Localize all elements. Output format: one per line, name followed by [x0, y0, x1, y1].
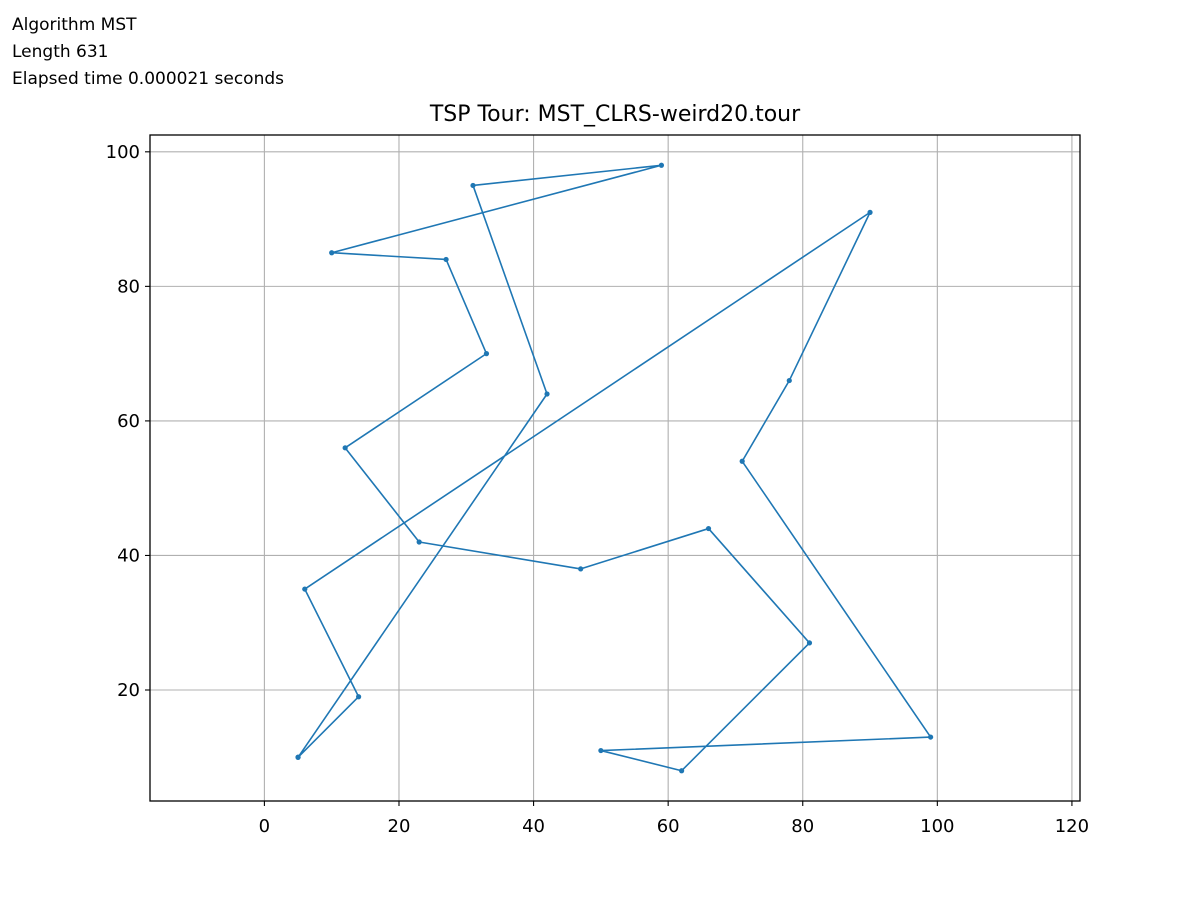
city-point: [329, 250, 335, 256]
plot-area: [295, 162, 934, 774]
city-point: [578, 566, 584, 572]
city-point: [483, 351, 490, 357]
x-tick-label: 40: [522, 816, 545, 837]
y-tick-label: 80: [117, 276, 140, 297]
city-point: [806, 640, 813, 646]
plot-frame: [149, 134, 1081, 802]
x-tick-label: 100: [920, 816, 954, 837]
x-tick-label: 60: [657, 816, 680, 837]
city-point: [544, 391, 550, 397]
x-tick-label: 0: [259, 816, 270, 837]
city-point: [443, 256, 449, 263]
city-point: [786, 377, 792, 384]
city-point: [739, 458, 745, 464]
tour-length-label: Length 631: [12, 42, 109, 62]
y-tick-label: 40: [117, 545, 140, 566]
grid: [150, 135, 1080, 801]
city-point: [295, 754, 301, 760]
algorithm-label: Algorithm MST: [12, 15, 137, 35]
city-point: [705, 525, 712, 532]
city-point: [356, 694, 362, 700]
city-point: [302, 586, 308, 592]
city-point: [679, 768, 685, 774]
city-point: [867, 209, 873, 215]
city-point: [658, 162, 665, 168]
city-point: [342, 445, 348, 451]
x-tick-label: 80: [791, 816, 814, 837]
chart-title: TSP Tour: MST_CLRS-weird20.tour: [429, 102, 801, 127]
axes-ticks: 0 20 40 60 80 100 120 20 40 60 80 100: [106, 142, 1089, 837]
tour-path: [297, 164, 932, 772]
y-tick-label: 60: [117, 411, 140, 432]
y-tick-label: 100: [106, 142, 140, 163]
x-tick-label: 20: [388, 816, 411, 837]
elapsed-time-label: Elapsed time 0.000021 seconds: [12, 69, 284, 89]
y-tick-label: 20: [117, 680, 140, 701]
city-point: [928, 734, 934, 740]
city-point: [416, 539, 422, 545]
city-point: [598, 747, 604, 754]
x-tick-label: 120: [1055, 816, 1089, 837]
city-point: [470, 182, 476, 189]
